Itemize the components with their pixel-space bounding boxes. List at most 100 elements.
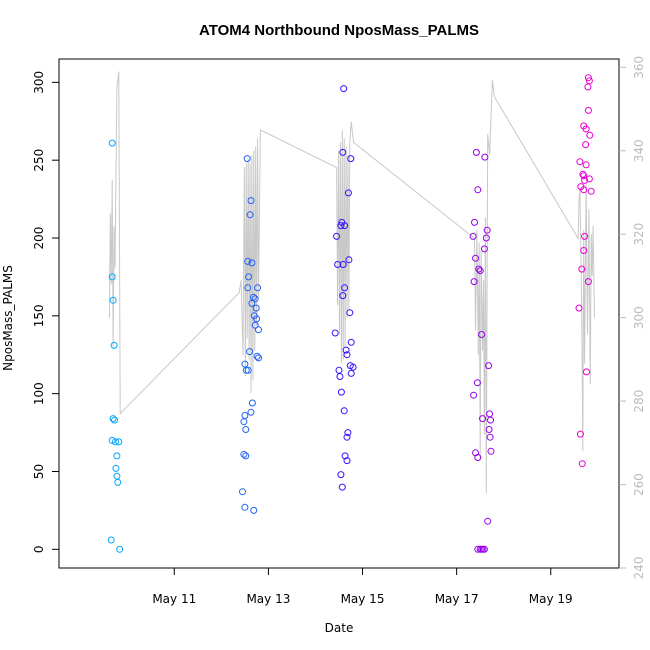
y-axis-label: NposMass_PALMS — [1, 265, 15, 371]
data-point — [344, 429, 352, 437]
axes: May 11 May 13 May 15 May 17 May 19 0 50 100 150 2… — [32, 56, 646, 606]
data-point — [241, 412, 249, 419]
data-point — [107, 536, 115, 544]
data-point — [580, 172, 588, 180]
data-point — [254, 284, 262, 292]
data-point — [482, 234, 490, 242]
data-point — [253, 352, 261, 360]
data-point — [243, 155, 251, 163]
data-point — [347, 155, 355, 163]
data-point — [240, 450, 248, 458]
data-point — [344, 189, 352, 197]
data-point — [584, 74, 592, 82]
data-point — [486, 433, 494, 441]
data-point — [473, 379, 481, 387]
data-point — [580, 186, 588, 194]
data-point — [246, 348, 254, 356]
y-tick-label: 50 — [32, 464, 46, 479]
data-point — [343, 433, 351, 441]
data-point — [339, 148, 347, 156]
data-point — [339, 292, 347, 300]
data-point — [255, 326, 262, 334]
data-point — [483, 226, 491, 234]
data-point — [248, 399, 256, 407]
x-tick-label: May 13 — [246, 592, 290, 606]
data-point — [116, 545, 124, 553]
data-point — [255, 354, 262, 362]
x-axis-label: Date — [325, 621, 354, 635]
data-point — [474, 186, 482, 194]
data-point — [244, 366, 252, 374]
data-point — [575, 304, 583, 312]
data-point — [576, 430, 584, 438]
data-point — [108, 273, 116, 281]
data-point — [584, 106, 592, 114]
data-point — [109, 296, 117, 304]
data-point — [339, 261, 347, 268]
data-point — [241, 503, 249, 511]
y-tick-label: 200 — [32, 227, 46, 250]
data-point — [338, 483, 346, 491]
data-point — [581, 232, 589, 240]
y-tick-label: 0 — [32, 546, 46, 554]
data-point — [479, 415, 486, 423]
data-point — [108, 139, 116, 147]
data-point — [112, 464, 120, 472]
y2-tick-label: 360 — [632, 56, 646, 79]
data-point — [579, 170, 587, 178]
y-tick-label: 100 — [32, 382, 46, 405]
data-point — [484, 517, 492, 525]
data-point — [331, 329, 339, 337]
data-point — [113, 472, 121, 480]
data-point — [247, 197, 255, 205]
x-tick-label: May 19 — [529, 592, 573, 606]
data-point — [586, 131, 594, 139]
data-point — [485, 426, 493, 433]
data-point — [336, 373, 344, 380]
data-point — [240, 418, 248, 426]
data-point — [247, 408, 255, 416]
data-point — [251, 295, 259, 303]
data-point — [582, 161, 590, 169]
data-point — [110, 341, 118, 349]
x-tick-label: May 11 — [152, 592, 196, 606]
data-point — [471, 218, 478, 226]
y2-tick-label: 260 — [632, 473, 646, 496]
data-point — [576, 158, 584, 166]
data-point — [347, 338, 355, 346]
data-point — [347, 369, 355, 377]
data-point — [244, 284, 252, 292]
data-point — [335, 366, 343, 374]
data-point — [343, 457, 351, 465]
plot-frame — [58, 58, 620, 569]
y2-tick-label: 320 — [632, 223, 646, 246]
data-point — [115, 438, 123, 446]
data-point — [582, 125, 590, 133]
data-point — [472, 254, 479, 262]
data-point — [485, 362, 493, 370]
data-point — [469, 232, 477, 240]
data-point — [242, 426, 250, 433]
y2-tick-label: 340 — [632, 139, 646, 162]
data-point — [578, 265, 586, 273]
data-point — [249, 293, 257, 301]
data-point — [246, 211, 254, 219]
secondary-trace — [108, 71, 595, 493]
data-point — [584, 278, 592, 286]
data-point — [342, 346, 350, 354]
data-point — [587, 187, 595, 195]
data-point — [250, 506, 258, 514]
data-point — [114, 478, 122, 486]
data-point — [341, 284, 349, 292]
y2-tick-label: 240 — [632, 557, 646, 580]
data-point — [480, 545, 488, 553]
data-points — [107, 74, 595, 553]
data-point — [480, 245, 488, 253]
data-point — [578, 460, 586, 468]
data-point — [341, 222, 349, 230]
data-point — [585, 175, 593, 183]
y2-tick-label: 300 — [632, 306, 646, 329]
trace-line — [108, 71, 595, 493]
data-point — [242, 452, 250, 460]
